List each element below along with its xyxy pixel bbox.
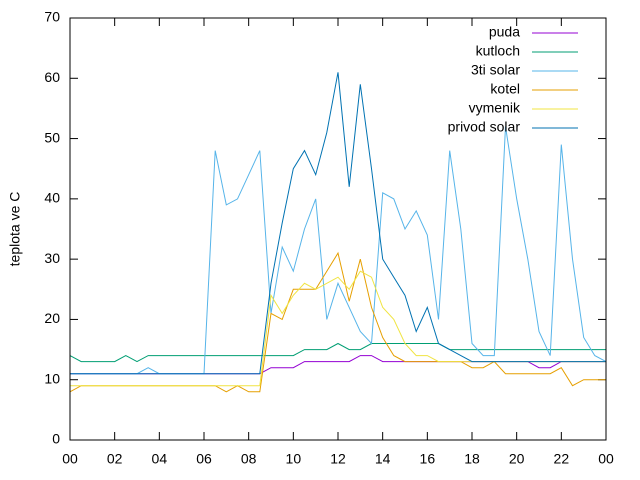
legend-label: 3ti solar xyxy=(471,62,520,78)
x-tick-label: 16 xyxy=(420,451,436,467)
y-tick-label: 20 xyxy=(44,310,60,326)
y-tick-label: 70 xyxy=(44,9,60,25)
series-line xyxy=(69,342,606,363)
x-tick-label: 04 xyxy=(152,451,168,467)
series-line xyxy=(70,72,606,375)
plot-border xyxy=(69,17,607,441)
x-tick-label: 22 xyxy=(554,451,570,467)
y-tick-label: 60 xyxy=(44,69,60,85)
legend-label: kotel xyxy=(490,81,520,97)
x-tick-label: 06 xyxy=(196,451,212,467)
y-axis-label: teplota ve C xyxy=(7,192,23,267)
x-tick-label: 18 xyxy=(464,451,480,467)
y-tick-label: 30 xyxy=(44,250,60,266)
x-tick-label: 00 xyxy=(598,451,614,467)
x-tick-label: 14 xyxy=(375,451,391,467)
y-tick-label: 50 xyxy=(44,129,60,145)
x-tick-label: 12 xyxy=(330,451,346,467)
x-tick-label: 08 xyxy=(241,451,257,467)
x-tick-label: 10 xyxy=(286,451,302,467)
legend-label: kutloch xyxy=(476,43,520,59)
y-tick-label: 10 xyxy=(44,370,60,386)
x-tick-label: 00 xyxy=(62,451,78,467)
legend-label: puda xyxy=(489,24,520,40)
x-tick-label: 20 xyxy=(509,451,525,467)
x-tick-label: 02 xyxy=(107,451,123,467)
y-tick-label: 0 xyxy=(52,431,60,447)
y-tick-label: 40 xyxy=(44,190,60,206)
legend-label: vymenik xyxy=(469,100,521,116)
legend-label: privod solar xyxy=(448,119,521,135)
